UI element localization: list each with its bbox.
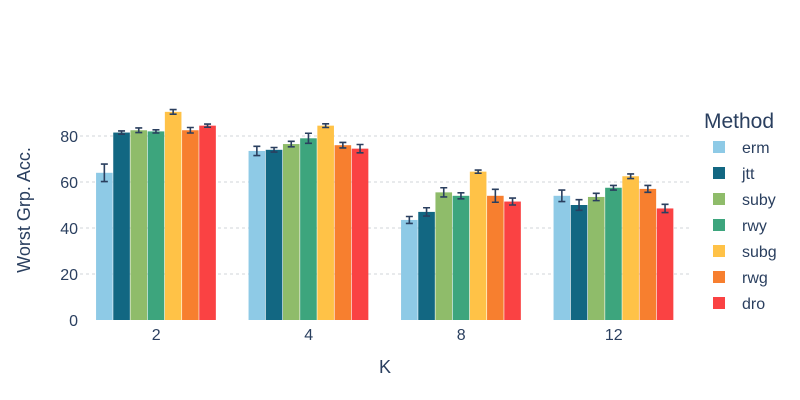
bar-suby-8 (435, 192, 453, 320)
legend: Method erm jtt suby rwy subg rwg dro (704, 110, 777, 313)
error-bar-subg-2 (169, 108, 177, 115)
bar-erm-12 (553, 195, 571, 320)
legend-label-subg: subg (742, 244, 777, 261)
bar-rwy-2 (147, 131, 165, 320)
bar-erm-8 (401, 219, 418, 320)
bar-suby-4 (282, 144, 300, 320)
legend-swatch-erm (713, 141, 725, 153)
error-bar-suby-8 (440, 186, 448, 198)
bar-subg-8 (469, 171, 487, 320)
legend-title: Method (704, 110, 774, 133)
error-bar-subg-8 (474, 169, 482, 175)
error-bar-dro-2 (204, 123, 212, 129)
error-bar-dro-8 (509, 197, 517, 206)
bar-erm-2 (96, 172, 113, 320)
legend-label-erm: erm (742, 140, 770, 157)
error-bar-jtt-12 (575, 198, 583, 212)
error-bar-dro-12 (661, 203, 669, 214)
error-bar-erm-12 (558, 189, 566, 203)
error-bar-jtt-8 (423, 206, 431, 217)
bar-dro-4 (351, 148, 369, 320)
error-bar-erm-4 (253, 145, 261, 157)
x-tick-label: 12 (605, 327, 623, 344)
bar-dro-2 (199, 125, 216, 321)
legend-swatch-rwg (713, 271, 725, 283)
y-axis-title: Worst Grp. Acc. (14, 147, 34, 273)
error-bar-dro-4 (356, 143, 364, 154)
bar-rwy-4 (300, 138, 317, 320)
legend-swatch-subg (713, 245, 725, 257)
legend-label-suby: suby (742, 192, 776, 209)
error-bar-subg-12 (627, 173, 635, 180)
bar-rwg-2 (182, 130, 199, 320)
bars (96, 111, 674, 321)
y-tick-label: 0 (69, 313, 78, 330)
bar-rwg-8 (487, 195, 504, 320)
error-bar-rwy-4 (304, 132, 312, 145)
x-axis-title: K (379, 357, 391, 377)
legend-label-dro: dro (742, 296, 765, 313)
error-bar-rwy-8 (457, 192, 465, 200)
bar-rwg-12 (639, 188, 657, 320)
error-bar-suby-2 (135, 127, 143, 134)
x-tick-label: 2 (152, 327, 161, 344)
error-bar-suby-4 (287, 140, 295, 148)
x-tick-label: 4 (304, 327, 313, 344)
bar-rwg-4 (334, 145, 352, 320)
error-bar-rwy-12 (609, 184, 617, 191)
bar-rwy-8 (452, 195, 470, 320)
y-tick-label: 20 (60, 267, 78, 284)
legend-swatch-rwy (713, 219, 725, 231)
bar-dro-12 (656, 208, 674, 320)
bar-jtt-8 (418, 211, 435, 320)
legend-label-rwy: rwy (742, 218, 767, 235)
bar-subg-2 (164, 111, 182, 320)
error-bar-subg-4 (322, 123, 330, 129)
error-bar-erm-2 (100, 163, 108, 183)
bar-jtt-4 (265, 149, 283, 320)
legend-swatch-jtt (713, 167, 725, 179)
error-bar-rwy-2 (152, 128, 160, 134)
y-axis-ticks: 0 20 40 60 80 (60, 129, 78, 330)
legend-label-rwg: rwg (742, 270, 768, 287)
bar-erm-4 (248, 150, 266, 320)
error-bar-jtt-4 (270, 146, 278, 153)
bar-jtt-12 (570, 205, 588, 320)
bar-subg-12 (622, 176, 639, 320)
y-tick-label: 40 (60, 221, 78, 238)
error-bar-rwg-8 (491, 188, 499, 204)
error-bar-rwg-4 (339, 141, 347, 149)
error-bar-erm-8 (405, 215, 413, 225)
error-bar-rwg-2 (186, 126, 194, 134)
legend-swatch-suby (713, 193, 725, 205)
error-bars (100, 108, 669, 225)
error-bar-jtt-2 (118, 130, 126, 135)
legend-swatch-dro (713, 297, 725, 309)
bar-jtt-2 (113, 132, 130, 320)
x-tick-label: 8 (457, 327, 466, 344)
bar-suby-2 (130, 130, 148, 320)
bar-rwy-12 (605, 187, 622, 320)
y-tick-label: 80 (60, 129, 78, 146)
error-bar-rwg-12 (644, 184, 652, 194)
bar-subg-4 (317, 125, 334, 321)
error-bar-suby-12 (592, 192, 600, 202)
y-tick-label: 60 (60, 175, 78, 192)
x-axis-ticks: 2 4 8 12 (152, 327, 623, 344)
bar-dro-8 (504, 201, 521, 320)
legend-label-jtt: jtt (741, 166, 755, 183)
bar-suby-12 (587, 196, 605, 320)
